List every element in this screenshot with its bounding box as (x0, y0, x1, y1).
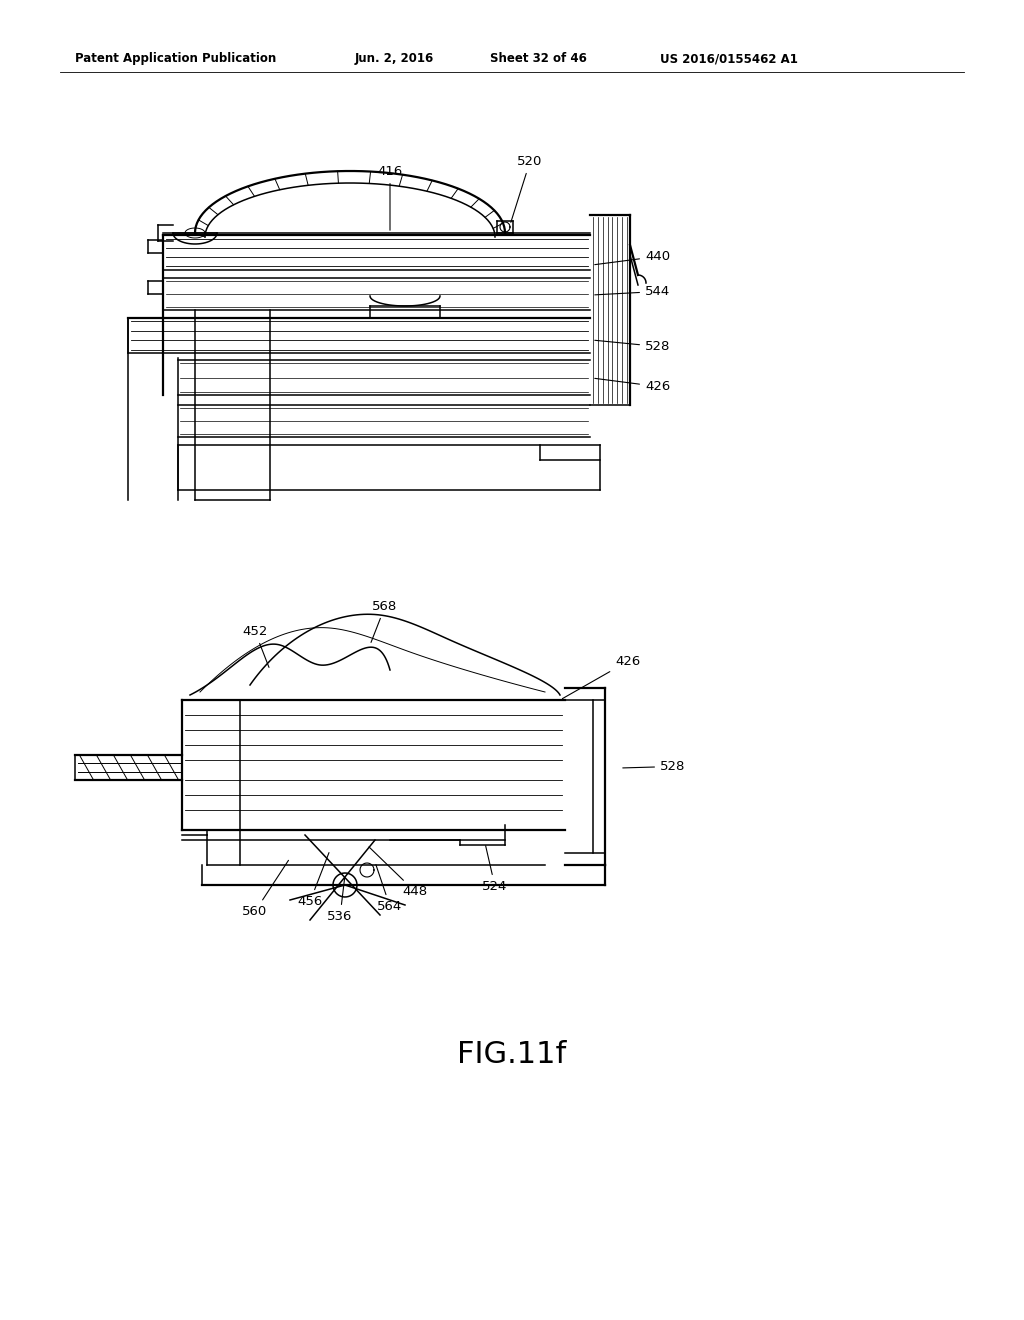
Text: 528: 528 (623, 760, 685, 774)
Text: 568: 568 (371, 601, 397, 643)
Text: Sheet 32 of 46: Sheet 32 of 46 (490, 51, 587, 65)
Text: 426: 426 (595, 379, 671, 393)
Text: 426: 426 (562, 655, 640, 698)
Text: 440: 440 (595, 249, 670, 264)
Text: 524: 524 (482, 846, 508, 894)
Text: 452: 452 (243, 624, 269, 668)
Text: 564: 564 (376, 865, 402, 913)
Text: 560: 560 (243, 861, 289, 917)
Text: Jun. 2, 2016: Jun. 2, 2016 (355, 51, 434, 65)
Text: 544: 544 (595, 285, 671, 298)
Text: FIG.11f: FIG.11f (458, 1040, 566, 1069)
Text: 456: 456 (297, 853, 329, 908)
Text: Patent Application Publication: Patent Application Publication (75, 51, 276, 65)
Text: 536: 536 (328, 878, 352, 923)
Text: 520: 520 (511, 154, 543, 222)
Text: 448: 448 (369, 847, 428, 898)
Text: US 2016/0155462 A1: US 2016/0155462 A1 (660, 51, 798, 65)
Text: 416: 416 (378, 165, 402, 230)
Text: 528: 528 (595, 341, 671, 352)
